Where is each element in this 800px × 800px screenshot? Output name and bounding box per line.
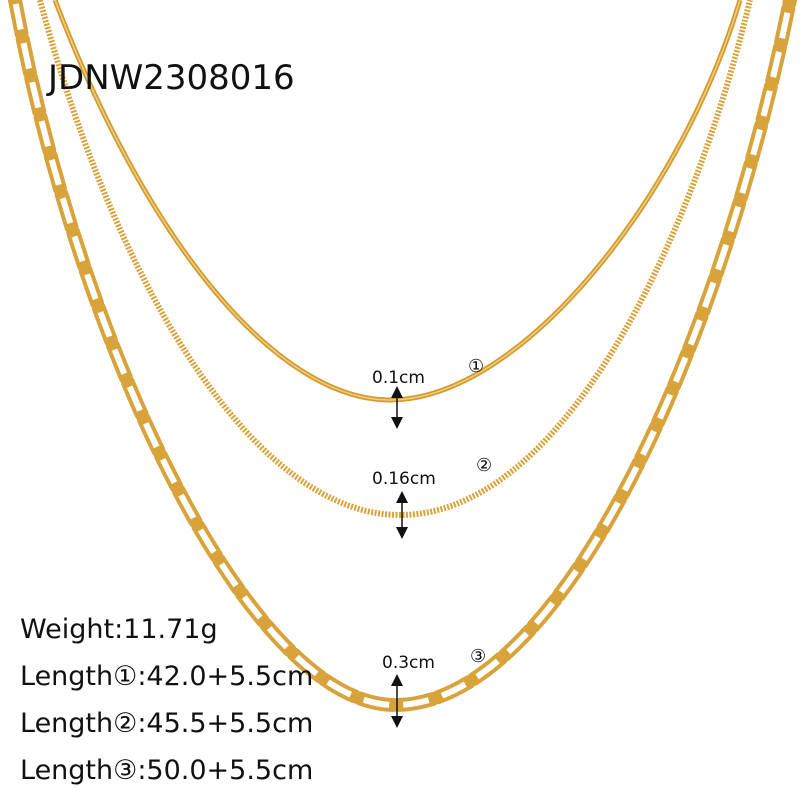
length-2-spec: Length②:45.5+5.5cm [20, 708, 314, 739]
chain-2-width: 0.16cm [372, 469, 436, 489]
chain-1-number: ① [468, 356, 485, 377]
weight-spec: Weight:11.71g [20, 614, 218, 645]
length-3-spec: Length③:50.0+5.5cm [20, 755, 314, 786]
chain-3-width: 0.3cm [382, 653, 435, 673]
length-1-spec: Length①:42.0+5.5cm [20, 661, 314, 692]
chain-2-number: ② [476, 455, 493, 476]
chain-3-number: ③ [470, 646, 487, 667]
chain-1-width: 0.1cm [372, 368, 425, 388]
paperclip-chain [8, 0, 797, 713]
product-code: JDNW2308016 [48, 58, 295, 98]
